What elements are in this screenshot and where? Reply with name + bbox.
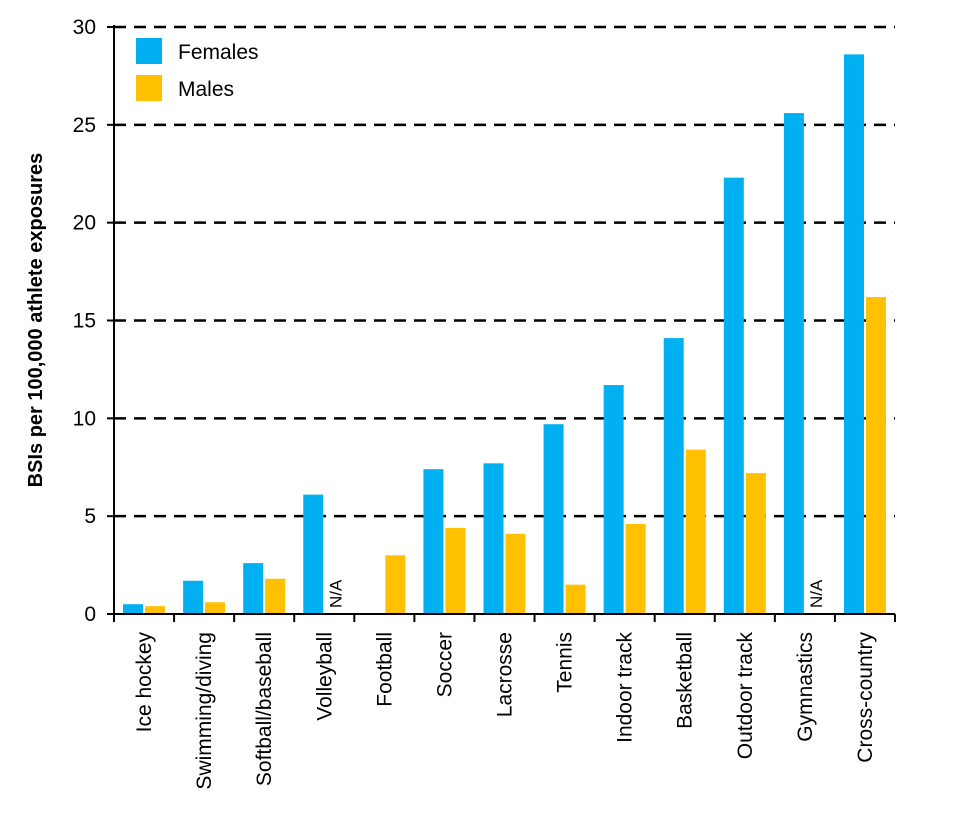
category-label: Football xyxy=(373,632,396,707)
y-tick-label: 25 xyxy=(73,114,96,137)
category-label: Ice hockey xyxy=(133,632,156,733)
bar-males-soccer xyxy=(445,527,466,614)
y-axis-label: BSIs per 100,000 athlete exposures xyxy=(25,153,47,488)
bar-females-softball-baseball xyxy=(243,563,264,614)
bar-males-lacrosse xyxy=(505,533,526,614)
bar-females-ice-hockey xyxy=(123,604,144,614)
bar-males-tennis xyxy=(565,584,586,614)
y-tick-label: 15 xyxy=(73,310,96,333)
bar-females-outdoor-track xyxy=(723,177,744,614)
na-annotation: N/A xyxy=(807,579,826,608)
y-tick-label: 10 xyxy=(73,407,96,430)
bars xyxy=(123,54,886,615)
bar-males-football xyxy=(385,555,406,614)
bar-females-indoor-track xyxy=(603,385,624,614)
bar-males-ice-hockey xyxy=(145,606,166,614)
bar-males-outdoor-track xyxy=(745,473,766,614)
legend-swatch-females xyxy=(136,38,162,64)
annotations: N/A N/A xyxy=(326,579,826,608)
bar-females-tennis xyxy=(543,424,564,614)
bar-males-cross-country xyxy=(865,297,886,614)
category-label: Basketball xyxy=(674,632,697,729)
y-tick-labels: 0 5 10 15 20 25 30 xyxy=(73,16,96,626)
bar-males-indoor-track xyxy=(625,523,646,614)
bar-males-basketball xyxy=(685,449,706,614)
bar-females-swimming-diving xyxy=(183,580,204,614)
category-label: Softball/baseball xyxy=(253,632,276,786)
bar-males-swimming-diving xyxy=(205,602,226,614)
legend-label-females: Females xyxy=(178,41,259,64)
category-label: Tennis xyxy=(554,632,577,693)
legend-swatch-males xyxy=(136,75,162,101)
category-label: Swimming/diving xyxy=(193,632,216,790)
legend-label-males: Males xyxy=(178,78,234,101)
bar-females-gymnastics xyxy=(783,113,804,615)
y-tick-label: 30 xyxy=(73,16,96,39)
bar-females-lacrosse xyxy=(483,463,504,614)
x-category-labels: Ice hockey Swimming/diving Softball/baseba… xyxy=(133,632,877,790)
bar-females-basketball xyxy=(663,338,684,614)
y-tick-label: 0 xyxy=(84,603,96,626)
category-label: Cross-country xyxy=(854,632,877,763)
category-label: Gymnastics xyxy=(794,632,817,742)
category-label: Outdoor track xyxy=(734,632,757,760)
axes xyxy=(107,25,896,622)
bar-males-softball-baseball xyxy=(265,578,286,614)
legend: Females Males xyxy=(136,38,259,101)
na-annotation: N/A xyxy=(326,579,345,608)
category-label: Indoor track xyxy=(614,632,637,743)
category-label: Soccer xyxy=(433,632,456,697)
category-label: Lacrosse xyxy=(494,632,517,717)
category-label: Volleyball xyxy=(313,632,336,721)
bar-females-soccer xyxy=(423,469,444,614)
y-tick-label: 5 xyxy=(84,505,96,528)
bar-females-volleyball xyxy=(303,494,324,614)
bar-females-cross-country xyxy=(843,54,864,615)
y-tick-label: 20 xyxy=(73,212,96,235)
